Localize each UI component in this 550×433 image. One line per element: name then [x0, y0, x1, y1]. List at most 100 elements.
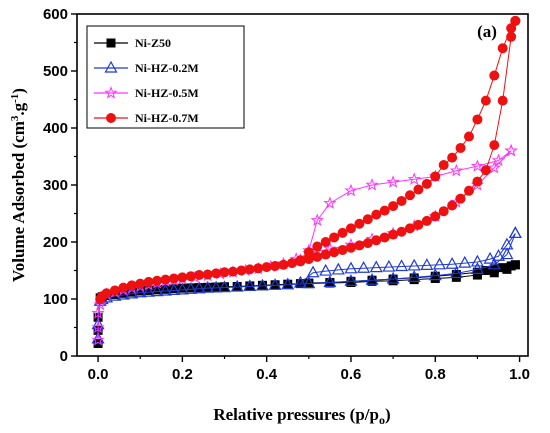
- desorption-point: [344, 183, 358, 197]
- adsorption-point: [211, 268, 222, 279]
- desorption-point: [438, 160, 449, 171]
- desorption-point: [500, 237, 514, 250]
- desorption-point: [388, 201, 399, 212]
- adsorption-point: [255, 278, 269, 291]
- adsorption-point: [184, 282, 198, 294]
- adsorption-point: [487, 160, 501, 174]
- desorption-point: [407, 258, 421, 271]
- desorption-point: [329, 232, 340, 243]
- legend-entry: Ni-Z50: [94, 36, 171, 50]
- adsorption-point: [158, 283, 173, 296]
- desorption-point: [337, 227, 348, 238]
- y-axis-title-mid: .g: [9, 102, 28, 115]
- data-marks: [91, 15, 522, 348]
- adsorption-point: [194, 270, 205, 281]
- desorption-point: [354, 218, 365, 229]
- adsorption-point: [323, 275, 337, 288]
- x-tick-label: 0.4: [256, 366, 278, 383]
- adsorption-point: [143, 276, 154, 287]
- y-axis-title-tail: ): [9, 88, 28, 94]
- desorption-point: [312, 241, 323, 252]
- adsorption-point: [91, 320, 105, 334]
- adsorption-point: [508, 226, 522, 239]
- y-tick-label: 100: [43, 291, 68, 308]
- adsorption-point: [253, 263, 264, 274]
- adsorption-point: [447, 200, 458, 211]
- adsorption-point: [236, 265, 247, 276]
- desorption-point: [306, 265, 320, 278]
- y-tick-label: 0: [60, 348, 68, 365]
- legend: Ni-Z50 Ni-HZ-0.2M Ni-HZ-0.5M Ni-HZ-0.7M: [86, 25, 245, 129]
- series-ni-hz-0-5m: [91, 143, 518, 346]
- y-tick-label: 500: [43, 63, 68, 80]
- x-axis-title-main: Relative pressures (p/p: [213, 405, 379, 424]
- desorption-point: [472, 267, 482, 277]
- legend-marker: [106, 38, 116, 48]
- y-axis-title-sup1: 3: [9, 115, 21, 121]
- adsorption-point: [396, 226, 407, 237]
- adsorption-point: [463, 185, 474, 196]
- adsorption-point: [413, 219, 424, 230]
- panel-label: (a): [477, 22, 497, 41]
- desorption-point: [506, 261, 516, 271]
- desorption-point: [331, 262, 345, 275]
- desorption-point: [379, 205, 390, 216]
- desorption-point: [420, 258, 434, 270]
- legend-label: Ni-HZ-0.7M: [135, 111, 199, 125]
- adsorption-point: [386, 271, 400, 284]
- desorption-point: [458, 255, 472, 268]
- adsorption-point: [142, 284, 156, 297]
- desorption-point: [382, 259, 396, 272]
- adsorption-point: [354, 240, 365, 251]
- adsorption-point: [506, 31, 517, 42]
- desorption-point: [510, 15, 521, 26]
- desorption-point: [470, 159, 485, 172]
- adsorption-point: [472, 176, 483, 187]
- desorption-point: [369, 260, 383, 273]
- desorption-point: [463, 131, 474, 142]
- adsorption-point: [268, 278, 282, 290]
- adsorption-point: [101, 288, 112, 299]
- adsorption-point: [227, 266, 238, 277]
- y-axis-title: Volume Adsorbed (cm3.g-1): [9, 88, 28, 282]
- desorption-point: [421, 178, 432, 189]
- series-ni-hz-0-7m: [95, 15, 521, 304]
- adsorption-point: [487, 257, 501, 270]
- adsorption-point: [430, 211, 441, 222]
- adsorption-point: [480, 165, 491, 176]
- legend-label: Ni-HZ-0.5M: [135, 86, 199, 100]
- adsorption-point: [428, 268, 442, 281]
- desorption-point: [449, 163, 463, 177]
- y-tick-label: 400: [43, 120, 68, 137]
- adsorption-point: [320, 249, 331, 260]
- desorption-point: [472, 114, 483, 125]
- adsorption-point: [345, 242, 356, 253]
- adsorption-point: [312, 251, 323, 262]
- desorption-point: [395, 259, 409, 272]
- adsorption-point: [109, 285, 120, 296]
- adsorption-point: [152, 275, 163, 286]
- desorption-point: [480, 95, 491, 106]
- desorption-point: [491, 153, 506, 167]
- desorption-point: [319, 263, 333, 276]
- legend-marker: [106, 113, 116, 123]
- adsorption-point: [500, 247, 514, 260]
- adsorption-point: [185, 271, 196, 282]
- adsorption-point: [438, 206, 449, 217]
- adsorption-point: [177, 272, 188, 283]
- desorption-point: [344, 261, 358, 274]
- desorption-point: [470, 254, 484, 267]
- desorption-point: [508, 226, 522, 239]
- adsorption-line: [97, 150, 512, 341]
- desorption-point: [357, 260, 371, 273]
- adsorption-point: [118, 282, 129, 293]
- desorption-point: [396, 195, 407, 206]
- adsorption-point: [344, 274, 358, 286]
- adsorption-point: [329, 247, 340, 258]
- y-tick-label: 300: [43, 177, 68, 194]
- x-axis-title-sub: o: [379, 413, 385, 427]
- desorption-line: [300, 150, 512, 261]
- series-ni-hz-0-2m: [91, 226, 522, 344]
- adsorption-point: [91, 333, 105, 346]
- adsorption-point: [230, 279, 244, 292]
